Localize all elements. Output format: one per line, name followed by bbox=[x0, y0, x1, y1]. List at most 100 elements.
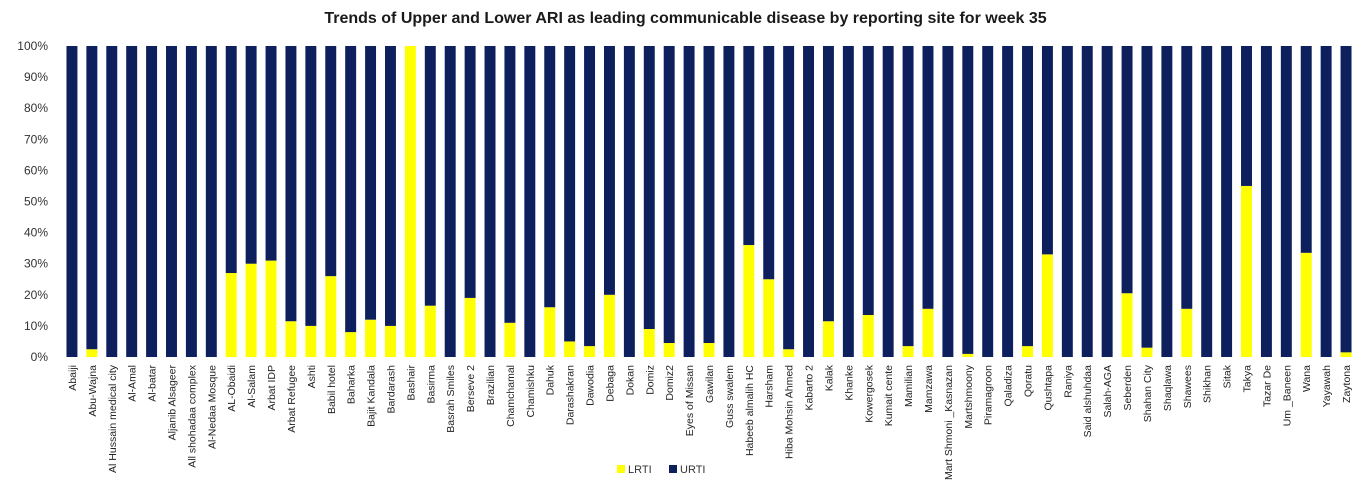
bar-urti bbox=[822, 46, 834, 322]
x-tick-label: Bajit Kandala bbox=[366, 365, 378, 427]
bar-urti bbox=[1221, 46, 1233, 357]
bar-lrti bbox=[424, 305, 436, 357]
y-tick-label: 60% bbox=[24, 163, 48, 177]
bar-urti bbox=[345, 46, 357, 333]
x-tick-label: Seberden bbox=[1122, 365, 1134, 411]
y-tick-label: 90% bbox=[24, 70, 48, 84]
bar-urti bbox=[1101, 46, 1113, 357]
chart-title: Trends of Upper and Lower ARI as leading… bbox=[324, 10, 1047, 27]
bar-urti bbox=[1061, 46, 1073, 357]
bar-lrti bbox=[325, 276, 337, 357]
bar-urti bbox=[1241, 46, 1252, 186]
bar-urti bbox=[902, 46, 914, 347]
x-tick-label: Baharka bbox=[346, 365, 358, 404]
y-tick-label: 30% bbox=[24, 257, 48, 271]
bar-urti bbox=[1022, 46, 1033, 347]
bar-lrti bbox=[603, 294, 615, 357]
bar-urti bbox=[285, 46, 297, 322]
y-axis: 0% 10% 20% 30% 40% 50% 60% 70% 80% 90% 100% bbox=[17, 39, 48, 364]
x-tick-label: Domiz2 bbox=[664, 365, 676, 401]
x-tick-label: Aljanib Alsageer bbox=[166, 365, 178, 441]
bar-lrti bbox=[385, 325, 396, 357]
legend-swatch-lrti bbox=[617, 465, 625, 473]
bar-lrti bbox=[763, 279, 775, 357]
x-tick-label: Chamishku bbox=[525, 365, 537, 418]
y-tick-label: 10% bbox=[24, 319, 48, 333]
bar-lrti bbox=[1141, 347, 1153, 357]
x-tick-label: Martshmoony bbox=[963, 364, 975, 428]
x-tick-label: Arbat Refugee bbox=[286, 365, 298, 433]
x-tick-label: Kalak bbox=[823, 364, 835, 391]
x-tick-label: Darashakran bbox=[565, 365, 577, 425]
bar-urti bbox=[484, 46, 496, 357]
bar-urti bbox=[424, 46, 436, 306]
bar-urti bbox=[305, 46, 317, 326]
bar-urti bbox=[146, 46, 158, 357]
bar-lrti bbox=[1300, 252, 1312, 357]
bar-lrti bbox=[504, 322, 516, 357]
legend: LRTI URTI bbox=[617, 464, 705, 476]
bar-urti bbox=[982, 46, 994, 357]
x-tick-label: Dawodia bbox=[585, 365, 597, 406]
y-tick-label: 70% bbox=[24, 132, 48, 146]
bars bbox=[66, 46, 1352, 357]
x-tick-label: Kumait cente bbox=[883, 365, 895, 426]
bar-urti bbox=[1002, 46, 1014, 357]
x-tick-label: Said alshuhdaa bbox=[1082, 365, 1094, 438]
x-tick-label: Kabarto 2 bbox=[804, 365, 816, 411]
x-tick-label: Al-Salam bbox=[246, 365, 258, 408]
bar-lrti bbox=[464, 297, 476, 357]
x-tick-label: Al Hussain medical city bbox=[107, 364, 119, 473]
bar-lrti bbox=[1181, 308, 1193, 357]
x-tick-label: Zaytona bbox=[1341, 365, 1353, 403]
bar-urti bbox=[803, 46, 815, 357]
x-tick-label: Khanke bbox=[843, 365, 855, 401]
bar-urti bbox=[723, 46, 735, 357]
bar-lrti bbox=[225, 273, 237, 357]
legend-label-lrti: LRTI bbox=[628, 464, 652, 476]
bar-urti bbox=[663, 46, 675, 344]
x-tick-label: AL-Obaidi bbox=[226, 365, 238, 412]
bar-urti bbox=[842, 46, 854, 357]
x-tick-label: Al-batar bbox=[147, 364, 159, 401]
x-tick-label: Ashti bbox=[306, 365, 318, 388]
bar-lrti bbox=[1340, 352, 1352, 357]
x-tick-label: Al-Nedaa Mosque bbox=[206, 365, 218, 449]
bar-lrti bbox=[1041, 254, 1053, 357]
bar-lrti bbox=[365, 319, 377, 357]
x-tick-label: Shahan City bbox=[1142, 364, 1154, 422]
bar-urti bbox=[1201, 46, 1213, 357]
x-tick-label: Guss swalem bbox=[724, 365, 736, 428]
x-tick-label: Eyes of Missan bbox=[684, 365, 696, 436]
legend-swatch-urti bbox=[669, 465, 677, 473]
x-tick-label: Harsham bbox=[764, 365, 776, 408]
bar-urti bbox=[166, 46, 177, 357]
x-tick-label: Chamchamal bbox=[505, 365, 517, 427]
bar-lrti bbox=[862, 315, 874, 357]
y-tick-label: 50% bbox=[24, 195, 48, 209]
x-tick-label: Mart Shmoni _Kasnazan bbox=[943, 365, 955, 480]
bar-urti bbox=[862, 46, 874, 316]
x-tick-label: Kowergosek bbox=[863, 364, 875, 423]
bar-lrti bbox=[544, 307, 556, 357]
bar-urti bbox=[882, 46, 894, 357]
bar-urti bbox=[743, 46, 755, 246]
y-tick-label: 100% bbox=[17, 39, 48, 53]
x-tick-label: Piramagroon bbox=[983, 365, 995, 425]
x-tick-label: Gawilan bbox=[704, 365, 716, 403]
bar-urti bbox=[504, 46, 516, 323]
bar-urti bbox=[942, 46, 954, 357]
bar-urti bbox=[1041, 46, 1053, 255]
x-tick-label: Brazilian bbox=[485, 365, 497, 405]
bar-urti bbox=[205, 46, 217, 357]
x-tick-label: Abaiji bbox=[67, 365, 79, 391]
x-tick-label: Debaga bbox=[604, 365, 616, 402]
bar-urti bbox=[444, 46, 456, 357]
x-tick-label: Um _Baneen bbox=[1281, 365, 1293, 426]
bar-lrti bbox=[783, 349, 795, 357]
bar-urti bbox=[1121, 46, 1133, 294]
bar-lrti bbox=[703, 343, 715, 357]
bar-urti bbox=[1340, 46, 1352, 353]
y-tick-label: 0% bbox=[31, 350, 49, 364]
